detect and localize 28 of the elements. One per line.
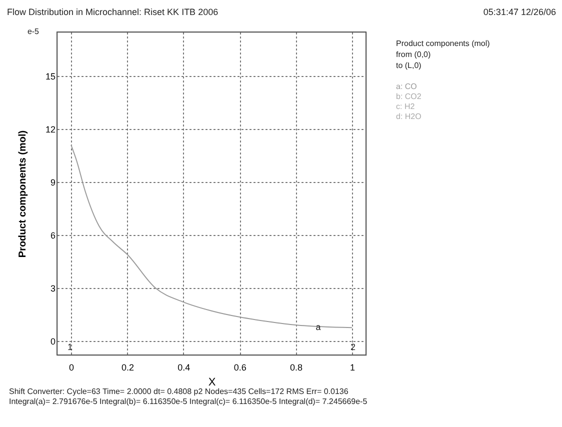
y-tick-label: 0 <box>50 336 56 346</box>
annotation: a <box>316 322 321 332</box>
text: c: H2 <box>396 102 416 111</box>
line-series <box>70 144 352 328</box>
text: b: CO2 <box>396 92 422 101</box>
y-tick-label: 12 <box>45 124 56 135</box>
x-axis-title: X <box>208 376 216 388</box>
y-tick-label: 6 <box>50 230 56 240</box>
y-axis-title: Product components (mol) <box>17 130 28 258</box>
x-tick-label: 1 <box>350 362 355 372</box>
text: 05:31:47 12/26/06 <box>483 7 556 17</box>
annotation: 1 <box>67 342 73 352</box>
y-tick-label: 9 <box>50 178 56 188</box>
x-tick-label: 0.4 <box>178 362 190 372</box>
legend-title: Product components (mol) from (0,0) to (L,0) <box>396 39 490 70</box>
x-tick-label: 0.8 <box>290 362 303 372</box>
text: Integral(a)= 2.791676e-5 Integral(b)= 6.116350e-5 Integral(c)= 6.116350e-5 Integral(d)= 7.245669e-5 <box>9 397 368 406</box>
text: d: H2O <box>396 112 422 121</box>
y-tick-label: 15 <box>45 72 56 82</box>
x-tick-label: 0.2 <box>121 362 134 372</box>
y-tick-label: 3 <box>50 283 56 294</box>
text: e-5 <box>27 27 40 36</box>
x-tick-label: 0.6 <box>234 362 246 372</box>
text: Shift Converter: Cycle=63 Time= 2.0000 dt= 0.4808 p2 Nodes=435 Cells=172 RMS Err= 0.0136 <box>9 387 349 396</box>
text: a: CO <box>396 82 417 91</box>
chart-title: Flow Distribution in Microchannel: Riset KK ITB 2006 <box>7 7 218 17</box>
annotation: 2 <box>350 342 356 352</box>
x-tick-label: 0 <box>69 362 74 372</box>
